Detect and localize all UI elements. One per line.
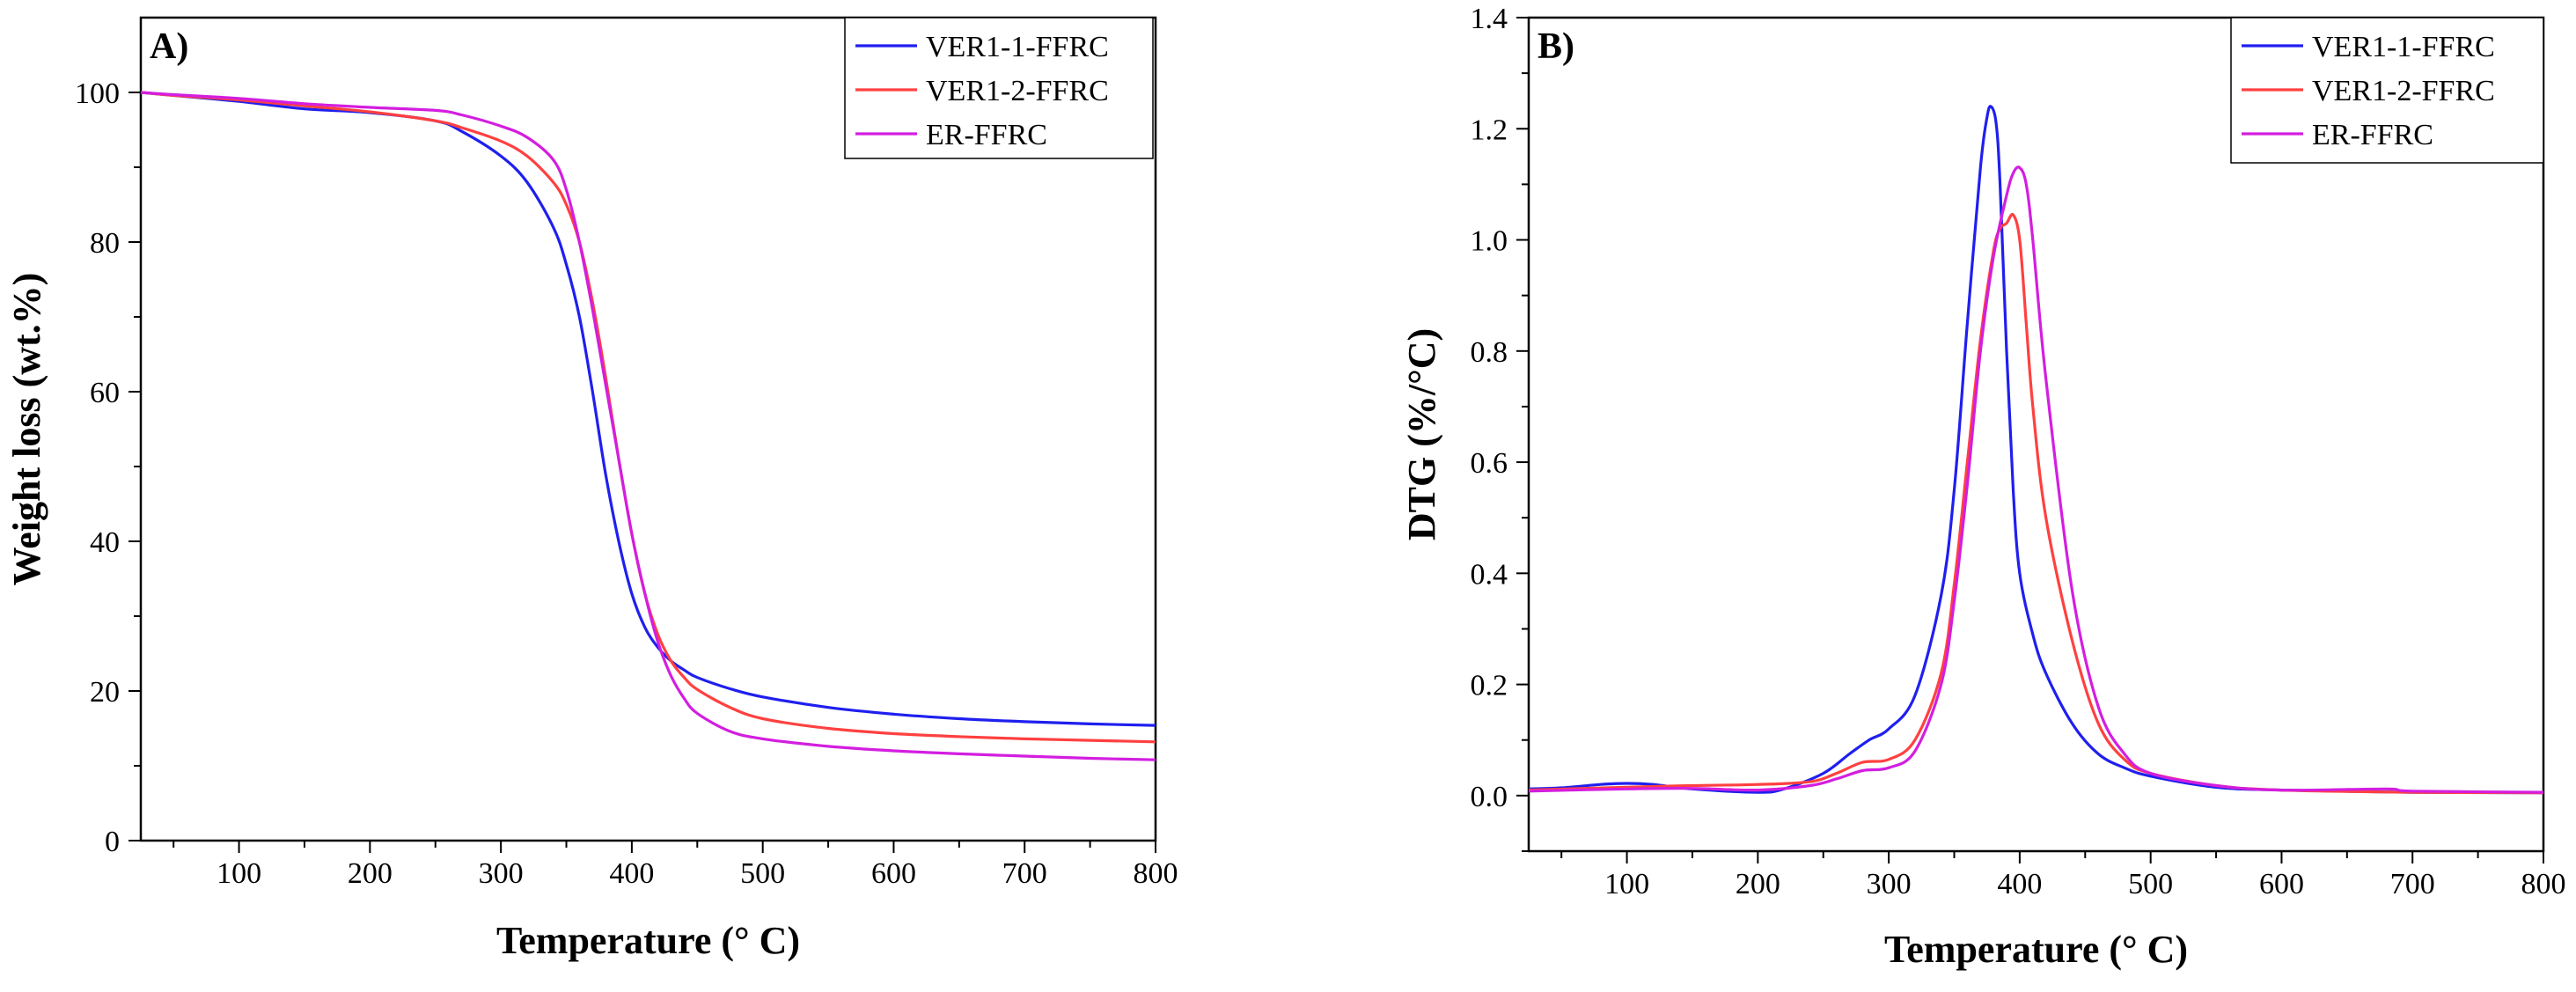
y-tick-label: 0.6 — [1471, 447, 1508, 480]
y-axis-title: DTG (%/°C) — [1400, 328, 1443, 540]
x-tick-label: 700 — [2390, 868, 2435, 900]
x-tick-label: 500 — [2128, 868, 2173, 900]
legend-label: VER1-2-FFRC — [926, 75, 1109, 107]
plot-frame — [139, 16, 1157, 842]
x-tick-label: 600 — [2259, 868, 2304, 900]
y-axis-title: Weight loss (wt.%) — [5, 273, 48, 586]
x-tick-label: 200 — [1736, 868, 1780, 900]
chart-a-weight-loss: 100 200 300 400 500 600 700 800 0 20 40 60 80 100 Temp… — [5, 16, 1178, 962]
series-line-er-ffrc — [141, 91, 1156, 761]
series-line-ver1-1-ffrc — [1529, 105, 2543, 795]
x-tick-label: 600 — [871, 857, 916, 890]
legend-label: ER-FFRC — [2312, 119, 2433, 151]
panel-label: A) — [150, 26, 188, 67]
x-tick-label: 400 — [609, 857, 654, 890]
y-tick-label: 0.2 — [1471, 670, 1508, 702]
x-tick-label: 300 — [1867, 868, 1912, 900]
x-tick-label: 500 — [740, 857, 785, 890]
panel-label: B) — [1538, 26, 1574, 67]
y-tick-label: 100 — [75, 77, 120, 110]
series-line-ver1-2-ffrc — [1529, 212, 2543, 795]
series-line-er-ffrc — [1529, 165, 2543, 794]
series-group — [1529, 105, 2543, 795]
x-tick-label: 800 — [1134, 857, 1178, 890]
plot-frame — [1527, 16, 2545, 853]
y-tick-label: 0 — [105, 826, 120, 858]
x-tick-label: 200 — [348, 857, 393, 890]
x-tick-label: 100 — [1604, 868, 1649, 900]
y-tick-label: 1.0 — [1471, 225, 1508, 258]
chart-b-dtg: 100 200 300 400 500 600 700 800 0.0 0.2 0.4 0.6 0.8 1… — [1400, 3, 2566, 971]
y-tick-label: 40 — [90, 526, 120, 559]
legend-label: VER1-1-FFRC — [926, 31, 1109, 63]
y-tick-label: 0.4 — [1471, 558, 1508, 591]
x-tick-label: 100 — [217, 857, 261, 890]
legend-label: ER-FFRC — [926, 119, 1047, 151]
y-tick-label: 80 — [90, 227, 120, 260]
y-tick-label: 0.8 — [1471, 336, 1508, 369]
x-tick-label: 300 — [479, 857, 524, 890]
y-tick-label: 0.0 — [1471, 781, 1508, 813]
x-tick-label: 800 — [2521, 868, 2566, 900]
series-line-ver1-1-ffrc — [141, 91, 1156, 727]
x-axis-title: Temperature (° C) — [1884, 928, 2188, 971]
x-axis-title: Temperature (° C) — [496, 919, 800, 962]
x-tick-label: 700 — [1002, 857, 1047, 890]
series-group — [141, 91, 1156, 761]
legend-label: VER1-1-FFRC — [2312, 31, 2495, 63]
y-tick-label: 1.4 — [1471, 3, 1508, 35]
x-tick-label: 400 — [1997, 868, 2042, 900]
legend-label: VER1-2-FFRC — [2312, 75, 2495, 107]
series-line-ver1-2-ffrc — [141, 91, 1156, 744]
y-tick-label: 1.2 — [1471, 114, 1508, 146]
y-tick-label: 60 — [90, 377, 120, 409]
y-tick-label: 20 — [90, 676, 120, 709]
